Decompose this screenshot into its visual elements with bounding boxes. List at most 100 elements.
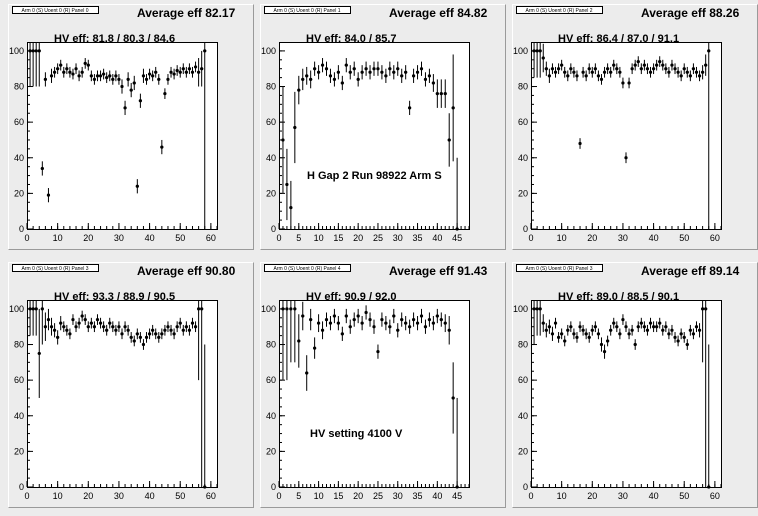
data-point — [560, 63, 564, 67]
data-point — [682, 335, 686, 339]
panel-1: 0 20 40 60 80 100 0 5 10 15 20 25 30 35 40 45 Arm 0 (S) … — [260, 4, 506, 250]
y-tick-label: 40 — [14, 153, 24, 163]
data-point — [550, 332, 555, 336]
data-point — [56, 335, 60, 339]
data-point — [92, 325, 97, 329]
panel-note: HV setting 4100 V — [310, 428, 403, 440]
data-point — [439, 92, 443, 96]
data-point — [556, 335, 561, 339]
data-point — [547, 325, 551, 329]
data-point — [400, 317, 404, 322]
data-point — [664, 67, 668, 71]
data-point — [630, 67, 634, 71]
data-point — [587, 335, 591, 339]
data-point — [639, 67, 643, 71]
data-point — [108, 74, 112, 78]
x-tick-label: 20 — [83, 491, 93, 501]
data-point — [102, 72, 106, 76]
data-point — [609, 70, 613, 74]
x-tick-label: 45 — [452, 491, 462, 501]
y-tick-label: 20 — [266, 446, 276, 456]
data-point — [633, 63, 637, 67]
data-point — [538, 307, 542, 311]
data-point — [368, 317, 372, 322]
x-tick-label: 50 — [175, 233, 185, 243]
data-point — [65, 328, 69, 332]
data-point — [380, 317, 384, 322]
panel-title: Arm 0 (S) Uoent 0 (R) Panel 1 — [274, 8, 341, 14]
data-point — [68, 70, 72, 74]
data-point — [618, 70, 622, 74]
data-point — [52, 70, 57, 74]
x-tick-label: 10 — [314, 233, 324, 243]
data-point — [62, 70, 66, 74]
data-point — [411, 317, 416, 322]
data-point — [169, 328, 173, 332]
y-tick-label: 40 — [266, 411, 276, 421]
data-point — [184, 70, 188, 74]
data-point — [556, 67, 561, 71]
panel-title: Arm 0 (S) Uoent 0 (R) Panel 2 — [526, 8, 593, 14]
data-point — [694, 70, 699, 74]
data-point — [447, 328, 451, 332]
data-point — [147, 332, 152, 336]
data-point — [419, 67, 424, 71]
panel-bevel-light — [260, 262, 506, 508]
data-point — [37, 351, 41, 356]
data-point — [384, 74, 388, 78]
data-point — [679, 332, 683, 336]
data-point — [599, 342, 604, 347]
data-point — [627, 332, 631, 336]
data-point — [175, 68, 179, 73]
data-point — [615, 325, 619, 329]
data-point — [636, 325, 640, 329]
x-tick-label: 5 — [296, 233, 301, 243]
average-efficiency-label: Average eff 91.43 — [389, 264, 488, 278]
data-point — [563, 339, 567, 343]
data-point — [200, 307, 204, 311]
y-tick-label: 100 — [513, 304, 528, 314]
x-tick-label: 10 — [314, 491, 324, 501]
data-point — [102, 325, 106, 329]
y-tick-label: 60 — [266, 117, 276, 127]
data-point — [332, 77, 337, 81]
y-tick-label: 0 — [271, 224, 276, 234]
y-tick-label: 0 — [19, 482, 24, 492]
y-tick-label: 20 — [14, 188, 24, 198]
data-point — [123, 106, 127, 110]
data-point — [313, 67, 317, 71]
data-point — [392, 314, 396, 318]
data-point — [160, 332, 164, 336]
data-point — [43, 77, 47, 81]
data-point — [147, 72, 152, 76]
data-point — [606, 339, 610, 343]
data-point — [80, 314, 84, 318]
data-point — [86, 325, 90, 329]
data-point — [163, 92, 167, 96]
data-point — [28, 307, 32, 311]
y-tick-label: 100 — [261, 46, 276, 56]
x-tick-label: 60 — [206, 233, 216, 243]
panel-title-box — [264, 264, 351, 272]
panel-bevel-light — [8, 262, 254, 508]
data-point — [111, 325, 115, 329]
data-point — [289, 307, 293, 311]
data-point — [532, 49, 536, 53]
data-point — [651, 67, 656, 71]
data-point — [166, 325, 170, 329]
data-point — [169, 70, 173, 74]
data-point — [590, 70, 594, 74]
data-point — [86, 63, 90, 67]
data-point — [328, 321, 333, 325]
data-point — [166, 77, 170, 81]
chart-svg: 0 20 40 60 80 100 0 10 20 30 40 50 60 Arm 0 (S) Uoent… — [512, 4, 758, 250]
x-tick-label: 0 — [24, 233, 29, 243]
data-point — [59, 321, 63, 325]
data-point — [584, 332, 588, 336]
data-point — [181, 328, 185, 332]
data-point — [316, 321, 321, 325]
y-tick-label: 80 — [14, 82, 24, 92]
data-point — [197, 70, 201, 74]
x-tick-label: 10 — [557, 491, 567, 501]
data-point — [411, 74, 416, 78]
